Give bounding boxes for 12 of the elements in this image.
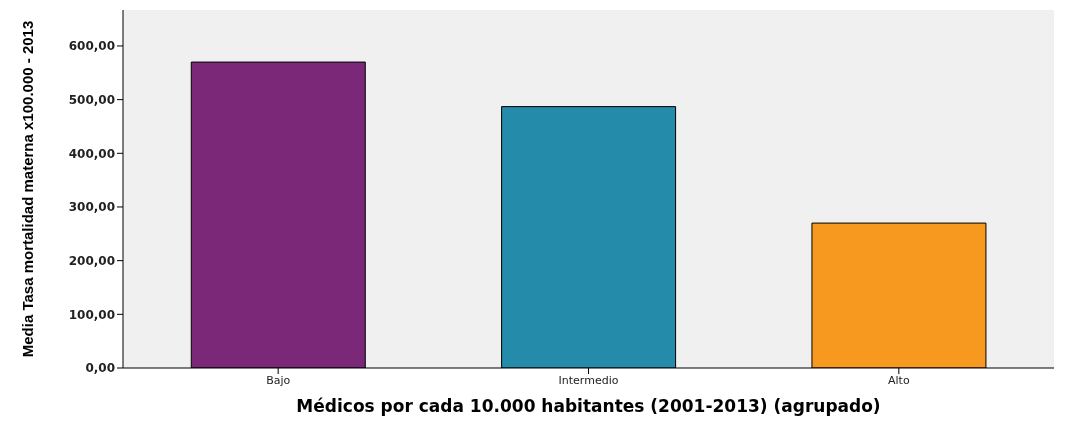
- y-tick-label: 300,00: [68, 200, 115, 215]
- y-tick-label: 500,00: [68, 92, 115, 107]
- y-axis-title: Media Tasa mortalidad materna x100.000 - 2013: [19, 20, 37, 358]
- y-tick-label: 100,00: [68, 307, 115, 322]
- x-tick-label: Alto: [888, 373, 910, 387]
- y-tick-label: 600,00: [68, 39, 115, 54]
- x-axis-title: Médicos por cada 10.000 habitantes (2001-2013) (agrupado): [296, 396, 881, 416]
- x-tick-label: Intermedio: [558, 373, 619, 387]
- x-tick-label: Bajo: [266, 373, 291, 387]
- y-tick-label: 200,00: [68, 253, 115, 268]
- y-tick-label: 400,00: [68, 146, 115, 161]
- y-tick-label: 0,00: [85, 361, 115, 376]
